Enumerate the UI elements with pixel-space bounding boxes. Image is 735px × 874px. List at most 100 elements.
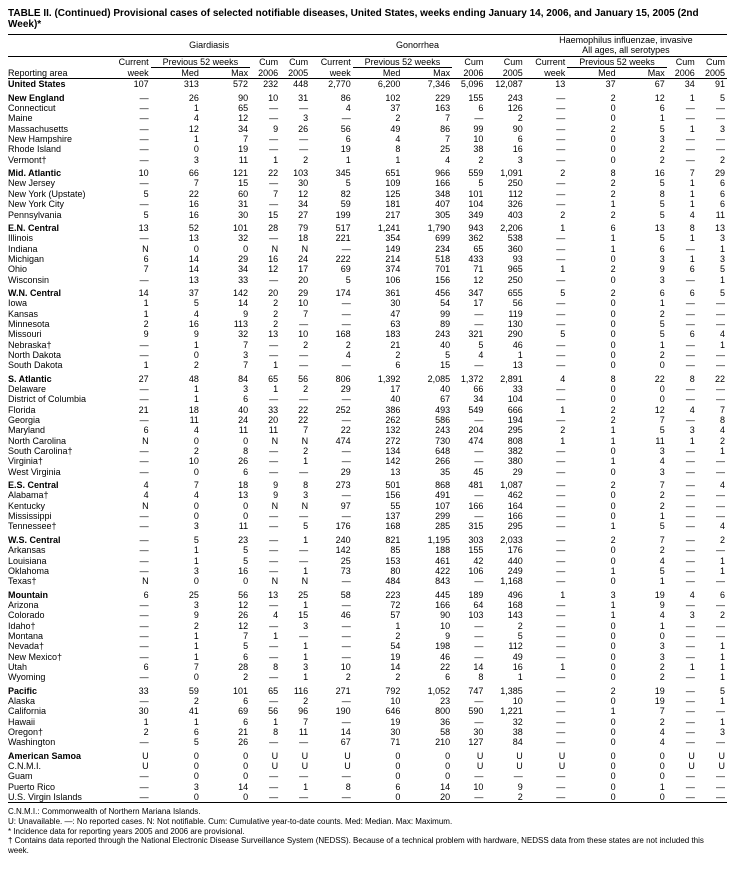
data-cell: — (280, 737, 310, 747)
data-cell: — (697, 600, 727, 610)
data-cell: — (452, 696, 485, 706)
data-cell: — (108, 610, 151, 620)
data-cell: 5 (618, 124, 667, 134)
data-cell: 7 (402, 113, 452, 123)
data-cell: 6 (108, 662, 151, 672)
data-cell: — (525, 134, 568, 144)
data-cell: — (525, 792, 568, 803)
data-cell: 7 (201, 134, 250, 144)
data-cell: — (452, 771, 485, 781)
data-cell: 374 (353, 264, 403, 274)
data-cell: 6 (353, 782, 403, 792)
data-cell: 3 (485, 155, 524, 165)
area-cell: Maryland (8, 425, 108, 435)
data-cell: 1 (151, 545, 201, 555)
data-cell: 8 (452, 672, 485, 682)
data-cell: 29 (697, 168, 727, 178)
data-cell: 223 (353, 590, 403, 600)
data-cell: 1 (525, 436, 568, 446)
data-cell: 13 (250, 590, 280, 600)
data-cell: 303 (452, 535, 485, 545)
data-cell: — (310, 298, 353, 308)
data-cell: — (250, 199, 280, 209)
data-cell: — (280, 134, 310, 144)
data-cell: 382 (485, 446, 524, 456)
data-cell: 3 (667, 610, 697, 620)
table-row: Connecticut—165——4371636126—06—— (8, 103, 727, 113)
data-cell: 25 (402, 144, 452, 154)
area-cell: S. Atlantic (8, 374, 108, 384)
data-cell: — (108, 155, 151, 165)
data-cell: 16 (151, 319, 201, 329)
data-cell: 5 (452, 340, 485, 350)
data-cell: — (250, 696, 280, 706)
data-cell: 41 (151, 706, 201, 716)
data-cell: 99 (452, 124, 485, 134)
table-row: Kansas14927—4799—119—02—— (8, 309, 727, 319)
data-cell: 1 (667, 254, 697, 264)
data-cell: 19 (353, 717, 403, 727)
data-cell: — (108, 415, 151, 425)
data-cell: 59 (151, 686, 201, 696)
data-cell: 6 (618, 288, 667, 298)
data-cell: — (525, 350, 568, 360)
data-cell: — (250, 446, 280, 456)
data-cell: 6 (201, 394, 250, 404)
data-cell: — (525, 490, 568, 500)
data-cell: — (697, 319, 727, 329)
data-cell: 403 (485, 210, 524, 220)
data-cell: 46 (485, 340, 524, 350)
data-cell: 13 (525, 79, 568, 90)
data-cell: 47 (353, 309, 403, 319)
area-cell: W.S. Central (8, 535, 108, 545)
data-cell: 0 (151, 501, 201, 511)
data-cell: 559 (452, 168, 485, 178)
data-cell: — (525, 521, 568, 531)
data-cell: — (310, 621, 353, 631)
data-cell: 29 (201, 254, 250, 264)
data-cell: 0 (402, 751, 452, 761)
data-cell: 3 (151, 521, 201, 531)
data-cell: — (250, 456, 280, 466)
col-header: Reporting area (8, 68, 108, 79)
data-cell: 11 (250, 425, 280, 435)
data-cell: 21 (201, 727, 250, 737)
data-cell: — (250, 652, 280, 662)
table-row: Virginia†—1026—1—142266—380—14—— (8, 456, 727, 466)
area-cell: Alabama† (8, 490, 108, 500)
data-cell: 0 (618, 394, 667, 404)
data-cell: — (667, 340, 697, 350)
data-cell: 7 (151, 662, 201, 672)
data-cell: 5 (310, 178, 353, 188)
data-cell: 361 (353, 288, 403, 298)
data-cell: — (108, 467, 151, 477)
data-cell: — (452, 621, 485, 631)
data-cell: 24 (201, 415, 250, 425)
table-row: Nevada†—15—1—54198—112—03—1 (8, 641, 727, 651)
data-cell: 4 (618, 556, 667, 566)
data-cell: U (310, 761, 353, 771)
table-row: Ohio714341217693747017196512965 (8, 264, 727, 274)
data-cell: 0 (151, 467, 201, 477)
data-cell: 214 (353, 254, 403, 264)
data-cell: 6 (618, 103, 667, 113)
data-cell: 0 (567, 652, 617, 662)
data-cell: 3 (697, 727, 727, 737)
data-cell: 800 (402, 706, 452, 716)
data-cell: 1 (618, 340, 667, 350)
data-cell: 1 (108, 360, 151, 370)
data-cell: 0 (353, 751, 403, 761)
data-cell: 2 (108, 727, 151, 737)
data-cell: 107 (108, 79, 151, 90)
data-cell: 2 (280, 340, 310, 350)
table-row: Arkansas—15——14285188155176—02—— (8, 545, 727, 555)
data-cell: 174 (310, 288, 353, 298)
data-cell: 132 (353, 425, 403, 435)
data-cell: 538 (485, 233, 524, 243)
data-cell: 130 (485, 319, 524, 329)
data-cell: 194 (485, 415, 524, 425)
data-cell: 0 (567, 309, 617, 319)
data-cell: N (250, 576, 280, 586)
data-cell: 0 (618, 360, 667, 370)
data-cell: 222 (310, 254, 353, 264)
